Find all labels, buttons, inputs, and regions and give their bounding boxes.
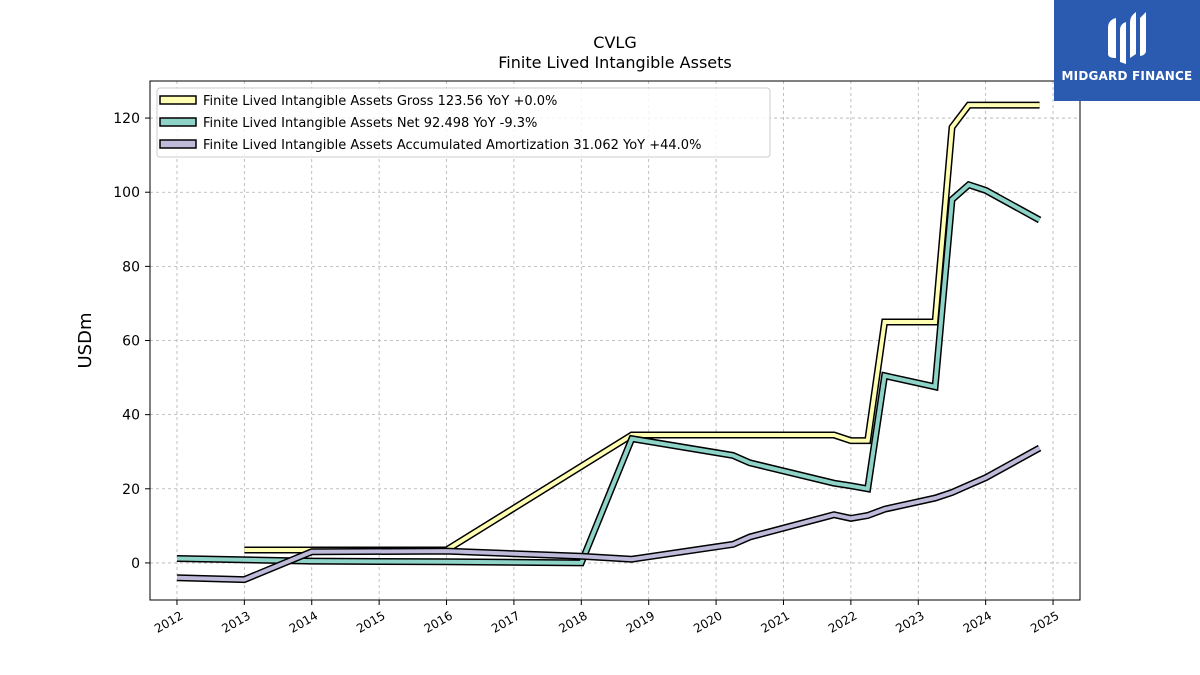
x-tick-label: 2017 [489, 608, 522, 635]
x-tick-label: 2024 [961, 608, 994, 635]
series-line-0 [244, 103, 1040, 552]
y-tick-label: 0 [131, 556, 140, 572]
y-tick-label: 100 [113, 185, 140, 201]
chart-subtitle: Finite Lived Intangible Assets [498, 53, 731, 72]
y-tick-label: 20 [122, 482, 140, 498]
legend-swatch [159, 95, 197, 105]
x-tick-label: 2022 [826, 608, 859, 635]
x-tick-label: 2016 [422, 608, 455, 635]
plot-area [176, 101, 1042, 584]
y-tick-label: 60 [122, 334, 140, 350]
legend-box [156, 87, 771, 158]
x-tick-label: 2018 [556, 608, 589, 635]
x-tick-label: 2015 [354, 608, 387, 635]
brand-name: MIDGARD FINANCE [1061, 69, 1193, 83]
legend-swatch [159, 117, 197, 127]
series-line-2 [176, 446, 1041, 582]
y-axis-label: USDm [75, 313, 96, 369]
x-tick-label: 2019 [624, 608, 657, 635]
series-outline-0 [244, 101, 1040, 554]
x-tick-label: 2020 [691, 608, 724, 635]
x-tick-label: 2012 [152, 608, 185, 635]
y-tick-label: 80 [122, 259, 140, 275]
logo-mark-icon [1108, 12, 1146, 64]
x-tick-label: 2021 [759, 608, 792, 635]
legend-swatch [159, 139, 197, 149]
y-tick-label: 40 [122, 408, 140, 424]
brand-logo: MIDGARD FINANCE [1054, 0, 1200, 101]
legend-entry: Finite Lived Intangible Assets Accumulat… [203, 138, 701, 153]
x-tick-label: 2023 [893, 608, 926, 635]
y-tick-label: 120 [113, 111, 140, 127]
legend-entry: Finite Lived Intangible Assets Gross 123… [203, 94, 557, 109]
x-tick-label: 2025 [1028, 608, 1061, 635]
legend-entry: Finite Lived Intangible Assets Net 92.49… [203, 116, 537, 131]
chart-title: CVLG [593, 33, 636, 52]
legend: Finite Lived Intangible Assets Gross 123… [156, 87, 771, 158]
series-line-1 [176, 182, 1041, 565]
x-tick-label: 2014 [287, 608, 320, 635]
x-tick-label: 2013 [219, 608, 252, 635]
